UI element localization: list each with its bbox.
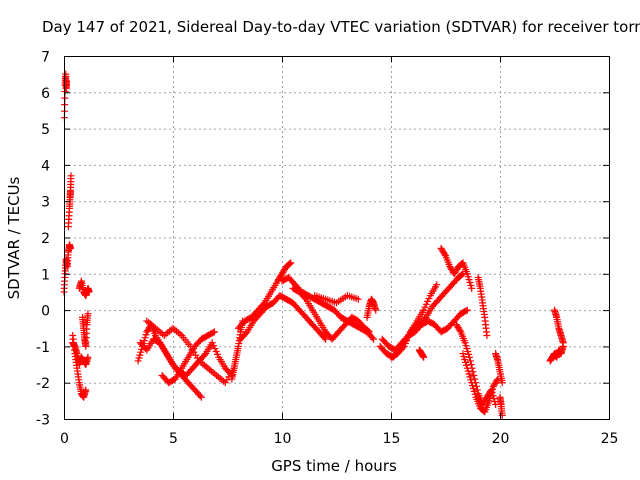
data-point-plus (372, 306, 380, 314)
data-point-plus (467, 361, 475, 369)
plot-frame (64, 56, 610, 420)
data-point-plus (301, 294, 309, 302)
data-point-plus (441, 250, 449, 258)
data-point-plus (471, 375, 479, 383)
y-tick-label: 3 (41, 195, 50, 211)
data-point-plus (196, 392, 204, 400)
data-point-plus (210, 328, 218, 336)
y-tick-label: 4 (41, 158, 50, 174)
y-tick-label: 5 (41, 122, 50, 138)
y-tick-label: -2 (36, 376, 50, 392)
data-point-plus (368, 334, 376, 342)
data-point-plus (370, 335, 378, 343)
data-point-plus (433, 281, 441, 289)
grid (64, 56, 609, 419)
data-point-plus (322, 335, 330, 343)
data-point-plus (354, 295, 362, 303)
data-point-plus (463, 306, 471, 314)
y-tick-label: 0 (41, 304, 50, 320)
data-point-plus (458, 271, 466, 279)
y-tick-label: 2 (41, 231, 50, 247)
data-point-plus (67, 244, 75, 252)
x-tick-label: 0 (60, 431, 69, 447)
data-point-plus (320, 334, 328, 342)
data-point-plus (469, 368, 477, 376)
y-tick-label: -3 (36, 413, 50, 429)
y-tick-label: -1 (36, 340, 50, 356)
axis-ticks: 0 5 10 15 20 25 -3 -2 -1 0 1 2 3 4 5 6 7 (36, 50, 618, 448)
data-point-plus (470, 371, 478, 379)
data-point-plus (82, 386, 90, 394)
y-tick-label: 7 (41, 50, 50, 66)
y-tick-label: 1 (41, 267, 50, 283)
data-point-plus (84, 353, 92, 361)
data-point-plus (466, 357, 474, 365)
x-axis-label: GPS time / hours (271, 457, 397, 475)
x-tick-label: 25 (601, 431, 619, 447)
x-tick-label: 5 (169, 431, 178, 447)
data-point-plus (197, 393, 205, 401)
data-point-plus (468, 284, 476, 292)
data-point-plus (456, 326, 464, 334)
data-point-plus (242, 329, 250, 337)
data-point-plus (364, 327, 372, 335)
data-point-plus (465, 353, 473, 361)
data-point-plus (287, 259, 295, 267)
y-axis-label: SDTVAR / TECUs (5, 176, 23, 299)
x-tick-label: 20 (492, 431, 510, 447)
data-point-plus (67, 172, 75, 180)
data-point-plus (559, 339, 567, 347)
data-point-plus (462, 307, 470, 315)
x-tick-label: 15 (383, 431, 401, 447)
data-point-plus (483, 332, 491, 340)
data-point-plus (498, 379, 506, 387)
data-point-plus (84, 310, 92, 318)
data-point-plus (200, 351, 208, 359)
data-marks (60, 70, 567, 419)
data-point-plus (420, 353, 428, 361)
data-point-plus (399, 344, 407, 352)
data-point-plus (498, 411, 506, 419)
data-point-plus (209, 329, 217, 337)
data-point-plus (365, 328, 373, 336)
data-point-plus (473, 386, 481, 394)
x-tick-label: 10 (274, 431, 292, 447)
data-point-plus (85, 288, 93, 296)
data-point-plus (286, 260, 294, 268)
chart-title: Day 147 of 2021, Sidereal Day-to-day VTE… (42, 18, 640, 36)
y-tick-label: 6 (41, 86, 50, 102)
